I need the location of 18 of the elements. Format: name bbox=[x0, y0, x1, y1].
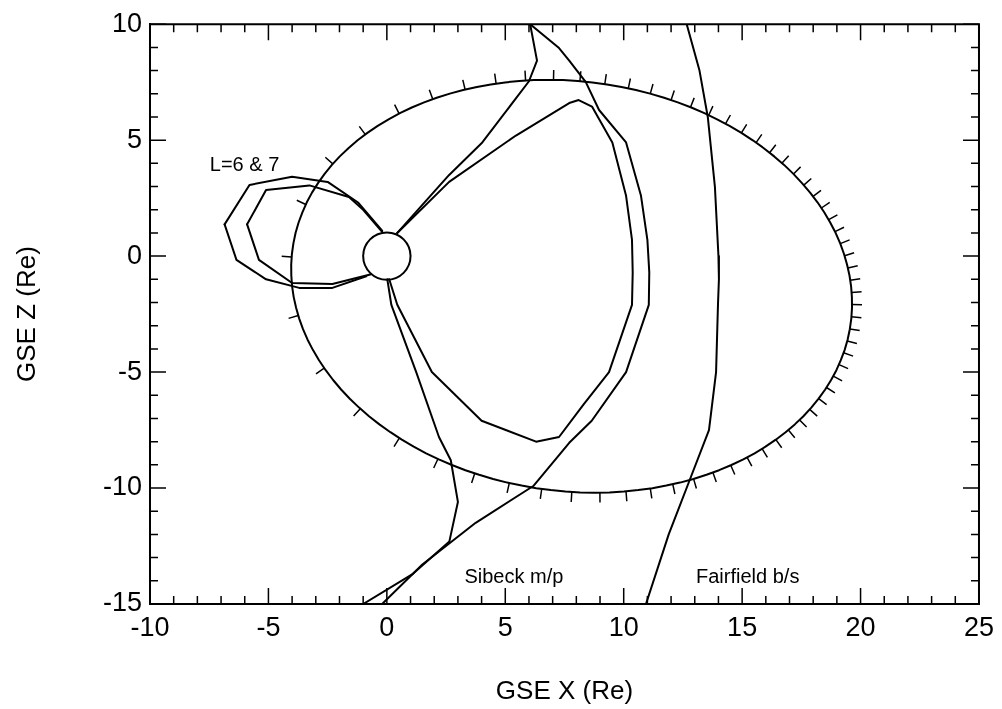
x-tick-label: -5 bbox=[256, 611, 281, 642]
x-tick-label: 15 bbox=[727, 611, 758, 642]
y-tick-label: 10 bbox=[111, 7, 142, 38]
y-axis-title: GSE Z (Re) bbox=[10, 246, 41, 382]
y-tick-label: -5 bbox=[117, 355, 142, 386]
y-tick-label: 0 bbox=[126, 239, 142, 270]
x-axis-title: GSE X (Re) bbox=[495, 674, 634, 705]
annotation: Sibeck m/p bbox=[464, 564, 564, 587]
x-tick-label: 0 bbox=[379, 611, 395, 642]
x-tick-label: 25 bbox=[963, 611, 995, 642]
x-tick-label: 5 bbox=[497, 611, 513, 642]
x-tick-label: 20 bbox=[845, 611, 876, 642]
y-tick-label: 5 bbox=[126, 123, 142, 154]
x-tick-label: 10 bbox=[608, 611, 639, 642]
annotation: Fairfield b/s bbox=[696, 564, 800, 587]
annotation: L=6 & 7 bbox=[209, 153, 280, 176]
y-tick-label: -15 bbox=[102, 587, 142, 618]
y-tick-label: -10 bbox=[102, 471, 142, 502]
